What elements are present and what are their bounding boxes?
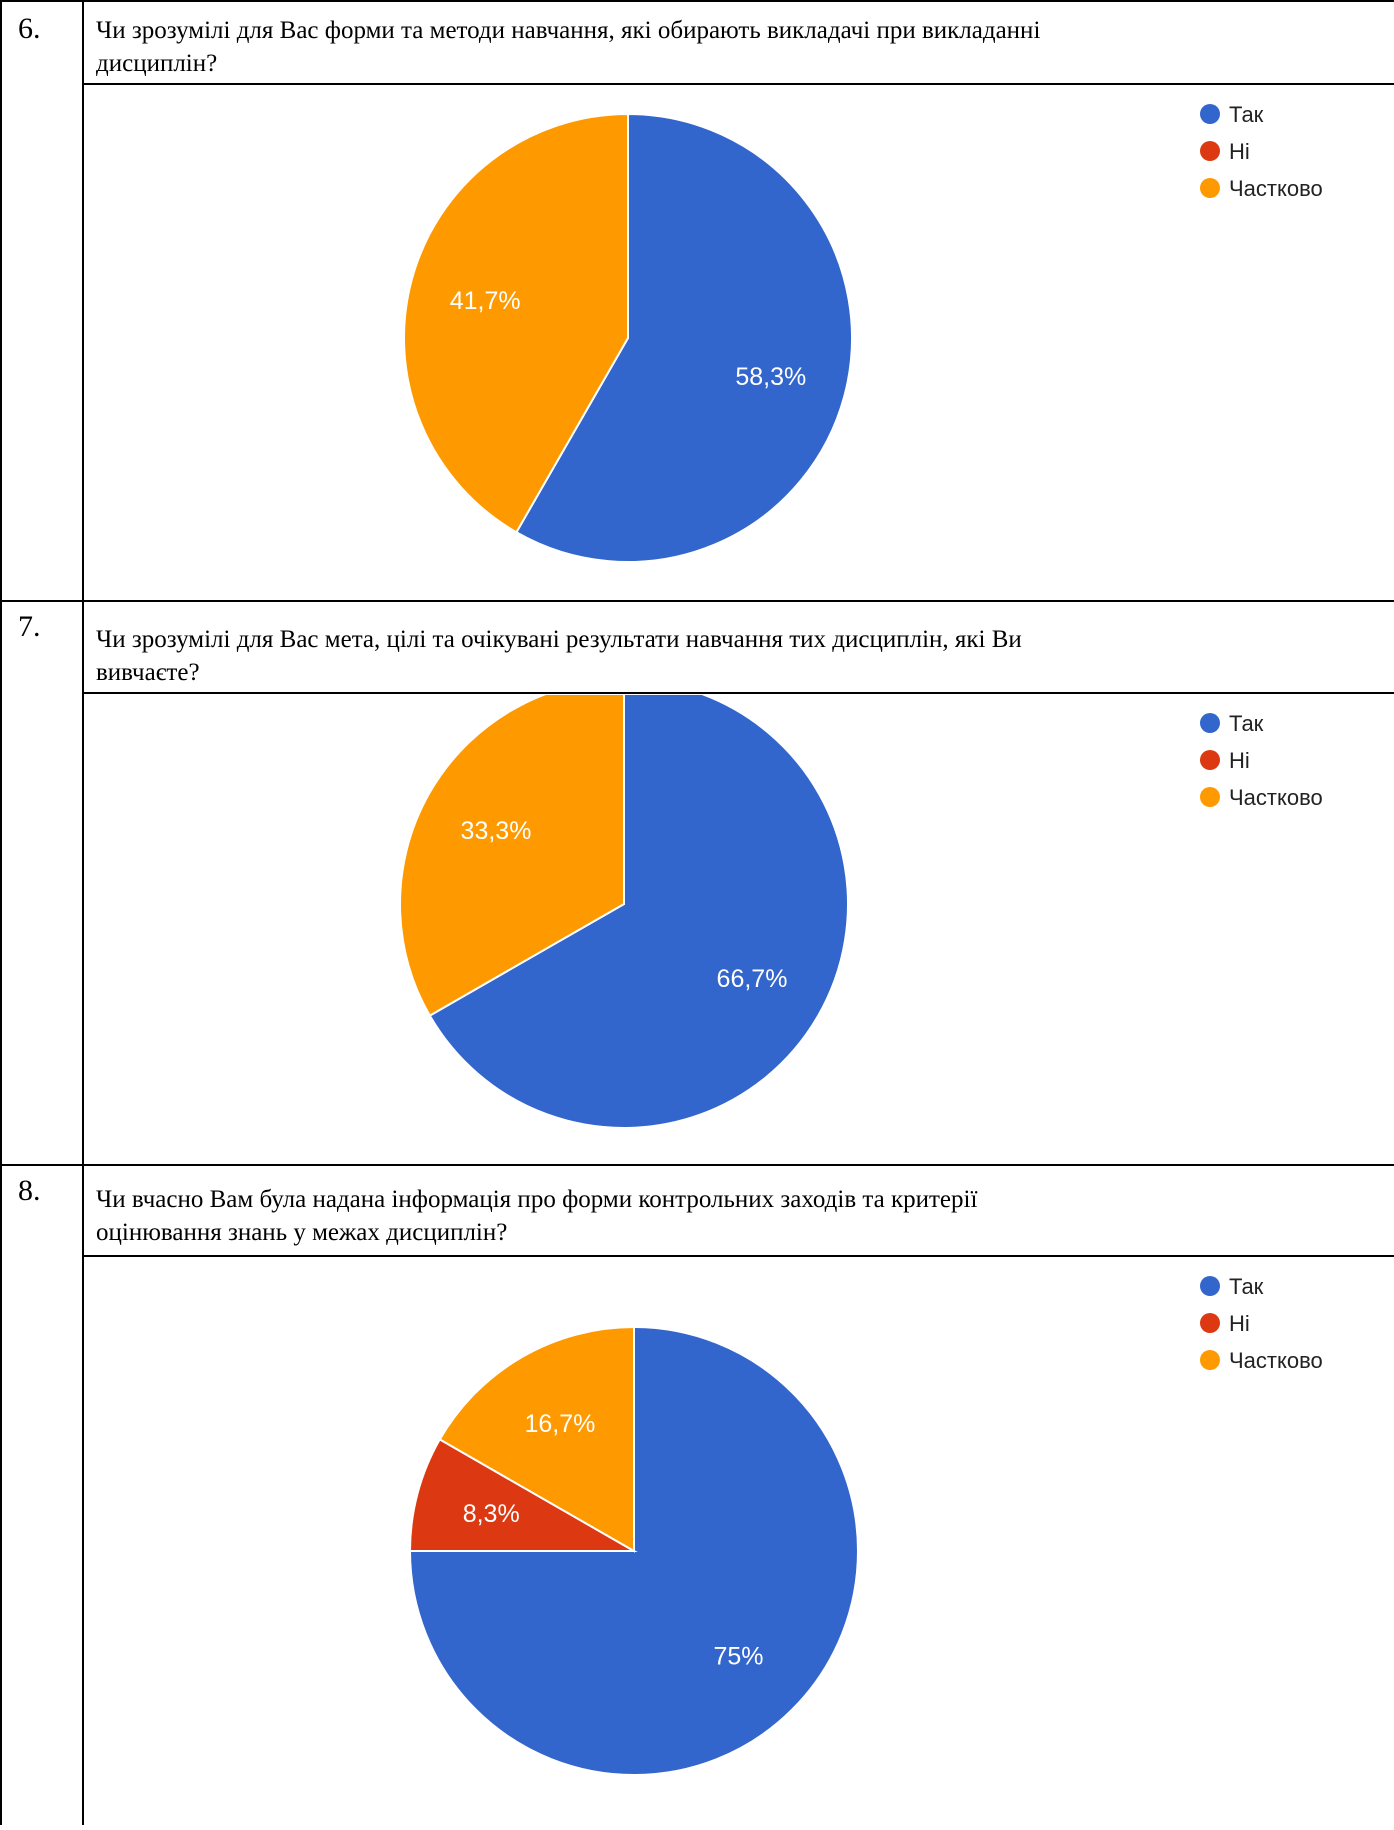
question-6-text-line2: дисциплін? [96, 50, 218, 77]
question-8-number: 8. [18, 1174, 41, 1207]
legend-swatch-ni [1200, 750, 1220, 770]
legend-swatch-tak [1200, 713, 1220, 733]
legend-label-tak: Так [1229, 102, 1264, 127]
question-6-underline [84, 83, 1394, 85]
question-8-pie-svg: 75% 8,3% 16,7% Так Ні Частково [408, 1274, 1323, 1776]
question-8-text-line2: оцінювання знань у межах дисциплін? [96, 1219, 508, 1246]
pie-label-ni: 8,3% [463, 1500, 520, 1528]
table-border-top [0, 0, 1394, 2]
pie-label-chastkovo: 33,3% [461, 817, 532, 845]
question-7-underline [84, 692, 1394, 694]
question-8-text-line1: Чи вчасно Вам була надана інформація про… [96, 1186, 978, 1213]
question-6-number: 6. [18, 12, 41, 45]
question-8-pie-chart: 75% 8,3% 16,7% Так Ні Частково [84, 1258, 1394, 1825]
legend-label-ni: Ні [1229, 1311, 1250, 1336]
row-divider-8 [0, 1164, 1394, 1166]
table-border-left [0, 0, 2, 1825]
legend-label-tak: Так [1229, 711, 1264, 736]
row-divider-7 [0, 600, 1394, 602]
question-7-text: Чи зрозумілі для Вас мета, цілі та очіку… [96, 623, 1386, 689]
legend-swatch-ni [1200, 141, 1220, 161]
question-6-text-line1: Чи зрозумілі для Вас форми та методи нав… [96, 17, 1041, 44]
pie-slice-tak [515, 112, 853, 563]
legend-label-chastkovo: Частково [1229, 1348, 1323, 1373]
column-divider [82, 0, 84, 1825]
legend-swatch-chastkovo [1200, 178, 1220, 198]
legend-swatch-ni [1200, 1313, 1220, 1333]
legend-swatch-tak [1200, 104, 1220, 124]
question-7-text-line1: Чи зрозумілі для Вас мета, цілі та очіку… [96, 626, 1022, 653]
pie-slice-chastkovo [403, 112, 629, 534]
question-7-number: 7. [18, 610, 41, 643]
question-6-text: Чи зрозумілі для Вас форми та методи нав… [96, 14, 1386, 80]
pie-slice-ni [408, 1438, 638, 1552]
question-6-pie-chart: 58,3% 41,7% Так Ні Частково [84, 86, 1394, 600]
legend-label-ni: Ні [1229, 748, 1250, 773]
pie-slice-chastkovo [438, 1325, 635, 1553]
question-7-pie-svg: 66,7% 33,3% Так Ні Частково [399, 678, 1323, 1129]
question-6-pie-svg: 58,3% 41,7% Так Ні Частково [403, 102, 1323, 563]
pie-slice-tak [428, 678, 849, 1129]
pie-label-chastkovo: 16,7% [524, 1410, 595, 1438]
pie-slice-tak [408, 1325, 859, 1776]
question-8-text: Чи вчасно Вам була надана інформація про… [96, 1183, 1386, 1249]
pie-label-tak: 75% [713, 1643, 763, 1671]
legend-swatch-chastkovo [1200, 787, 1220, 807]
legend-swatch-chastkovo [1200, 1350, 1220, 1370]
legend-label-chastkovo: Частково [1229, 785, 1323, 810]
pie-label-tak: 58,3% [735, 363, 806, 391]
question-7-text-line2: вивчаєте? [96, 659, 200, 686]
question-8-underline [84, 1255, 1394, 1257]
legend-label-tak: Так [1229, 1274, 1264, 1299]
pie-label-tak: 66,7% [717, 965, 788, 993]
question-7-pie-chart: 66,7% 33,3% Так Ні Частково [84, 678, 1394, 1164]
legend-label-ni: Ні [1229, 139, 1250, 164]
legend-swatch-tak [1200, 1276, 1220, 1296]
pie-label-chastkovo: 41,7% [450, 287, 521, 315]
legend-label-chastkovo: Частково [1229, 176, 1323, 201]
